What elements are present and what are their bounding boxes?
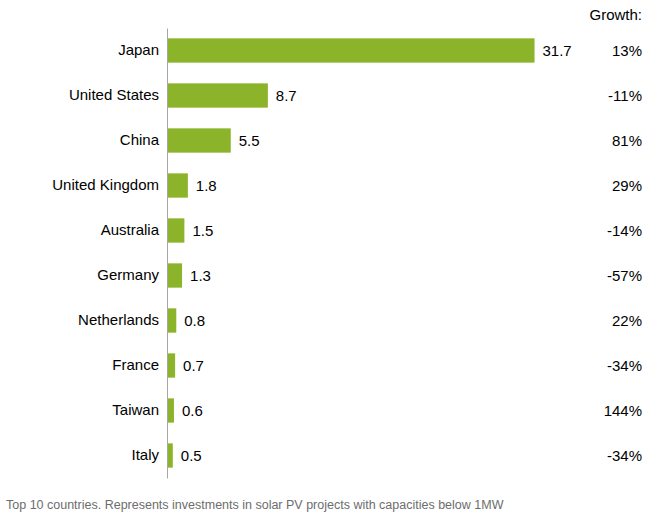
tick: Japan xyxy=(118,41,167,58)
bar xyxy=(167,38,535,62)
caption: Top 10 countries. Represents investments… xyxy=(6,498,504,512)
growth-label: -34% xyxy=(607,357,642,374)
data-label: 1.3 xyxy=(190,267,211,284)
data-label: 1.5 xyxy=(192,222,213,239)
bar xyxy=(167,353,175,377)
category-axis: Japan United States China United Kingdom Aus… xyxy=(52,29,167,479)
tick: Italy xyxy=(131,446,167,463)
category-label: Germany xyxy=(97,266,159,283)
data-label: 8.7 xyxy=(276,87,297,104)
growth-label: -57% xyxy=(607,267,642,284)
growth-label: 144% xyxy=(604,402,642,419)
data-label: 0.8 xyxy=(184,312,205,329)
growth-label: 81% xyxy=(612,132,642,149)
data-label: 0.7 xyxy=(183,357,204,374)
bars xyxy=(167,38,535,467)
category-label: United Kingdom xyxy=(52,176,159,193)
growth-label: -14% xyxy=(607,222,642,239)
bar xyxy=(167,173,188,197)
data-label: 31.7 xyxy=(543,42,572,59)
category-label: China xyxy=(120,131,160,148)
tick: Germany xyxy=(97,266,167,283)
growth-label: 29% xyxy=(612,177,642,194)
bar xyxy=(167,263,182,287)
bar xyxy=(167,308,176,332)
axis-line xyxy=(167,29,168,479)
growth-label: 13% xyxy=(612,42,642,59)
growth-column: 13% -11% 81% 29% -14% -57% 22% -34% 144% -34% xyxy=(604,42,642,464)
data-label: 0.5 xyxy=(181,447,202,464)
bar xyxy=(167,128,231,152)
data-label: 1.8 xyxy=(196,177,217,194)
tick: Netherlands xyxy=(78,311,167,328)
bar xyxy=(167,398,174,422)
tick: Taiwan xyxy=(112,401,167,418)
growth-label: -11% xyxy=(608,87,642,104)
tick: Australia xyxy=(101,221,167,238)
data-labels: 31.7 8.7 5.5 1.8 1.5 1.3 0.8 0.7 0.6 0.5 xyxy=(181,42,572,464)
growth-label: -34% xyxy=(607,447,642,464)
growth-label: 22% xyxy=(612,312,642,329)
growth-title: Growth: xyxy=(589,6,642,23)
tick: United States xyxy=(69,86,167,103)
tick: United Kingdom xyxy=(52,176,167,193)
category-label: Taiwan xyxy=(112,401,159,418)
category-label: United States xyxy=(69,86,159,103)
category-label: France xyxy=(112,356,159,373)
bar xyxy=(167,83,268,107)
tick: China xyxy=(120,131,167,148)
category-label: Japan xyxy=(118,41,159,58)
tick: France xyxy=(112,356,167,373)
chart: Japan United States China United Kingdom Aus… xyxy=(0,0,660,521)
category-label: Netherlands xyxy=(78,311,159,328)
category-label: Australia xyxy=(101,221,160,238)
bar xyxy=(167,218,184,242)
data-label: 5.5 xyxy=(239,132,260,149)
data-label: 0.6 xyxy=(182,402,203,419)
category-label: Italy xyxy=(131,446,159,463)
